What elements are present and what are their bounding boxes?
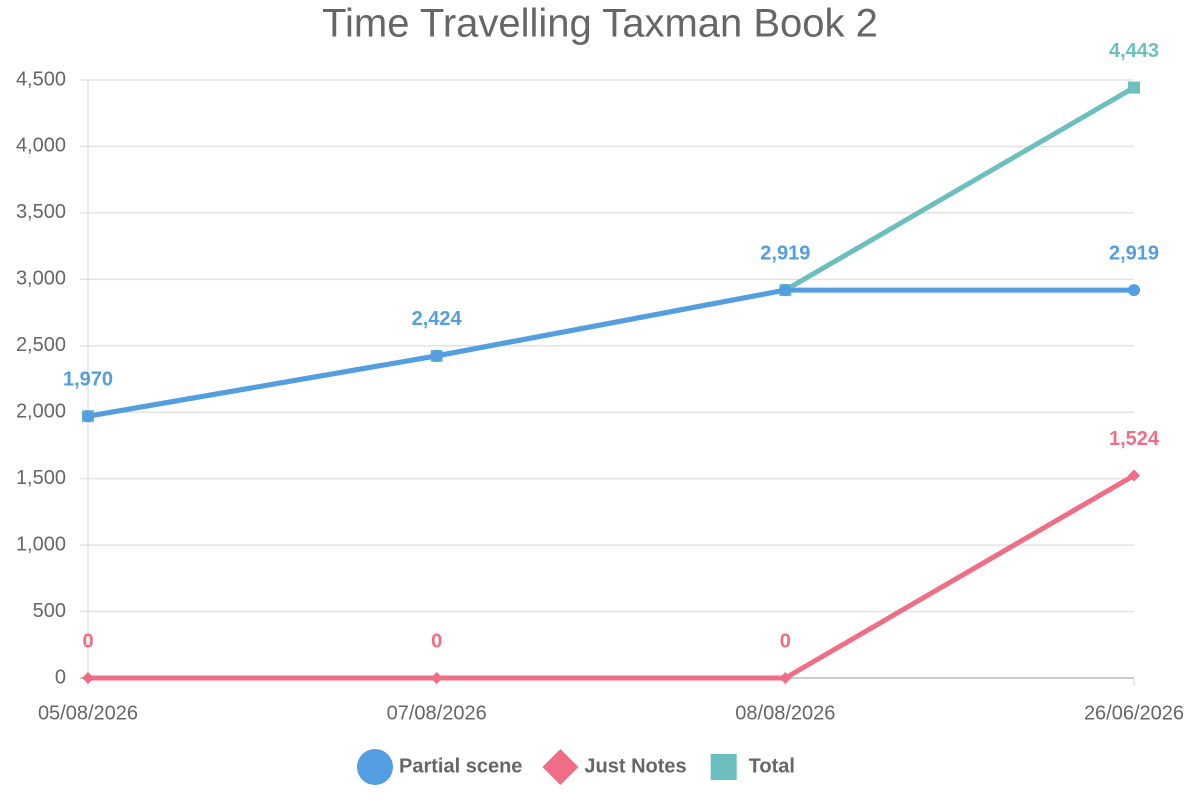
- y-tick-label: 3,500: [16, 201, 66, 223]
- legend-label: Partial scene: [399, 755, 522, 777]
- data-label: 4,443: [1109, 40, 1159, 62]
- point: [82, 410, 94, 423]
- chart-title: Time Travelling Taxman Book 2: [322, 2, 878, 46]
- y-tick-label: 500: [33, 600, 66, 622]
- point: [1128, 284, 1140, 297]
- point: [430, 349, 443, 362]
- y-tick-label: 4,000: [16, 135, 66, 157]
- series-line: [87, 287, 1134, 419]
- x-tick-label: 05/08/2026: [38, 702, 138, 724]
- data-label: 1,970: [63, 368, 113, 390]
- data-label: 2,919: [1109, 242, 1159, 264]
- series-line: [88, 473, 1136, 681]
- y-tick-label: 4,500: [16, 68, 66, 90]
- point: [779, 284, 792, 297]
- point: [1128, 469, 1140, 482]
- legend-marker: [542, 749, 579, 785]
- legend-marker: [357, 749, 393, 785]
- data-label: 0: [431, 630, 442, 652]
- point: [82, 672, 94, 684]
- x-tick-label: 07/08/2026: [387, 702, 487, 724]
- x-tick-label: 08/08/2026: [735, 702, 835, 724]
- y-tick-label: 1,000: [16, 533, 66, 555]
- legend-label: Total: [749, 755, 795, 777]
- y-tick-label: 0: [55, 666, 66, 688]
- legend-label: Just Notes: [584, 755, 686, 777]
- y-tick-label: 2,500: [16, 334, 66, 356]
- y-tick-label: 3,000: [16, 268, 66, 290]
- data-label: 0: [82, 630, 93, 652]
- point: [1128, 81, 1140, 94]
- legend: Partial scene Just Notes Total: [357, 749, 795, 785]
- data-label: 2,919: [760, 242, 810, 264]
- data-label: 2,424: [412, 308, 463, 330]
- data-label: 0: [780, 630, 791, 652]
- data-label: 1,524: [1109, 428, 1160, 450]
- legend-marker: [710, 754, 737, 780]
- y-tick-label: 2,000: [16, 401, 66, 423]
- x-tick-label: 26/06/2026: [1084, 702, 1184, 724]
- point: [430, 672, 443, 684]
- point: [779, 672, 792, 684]
- series-line: [87, 85, 1136, 419]
- y-tick-label: 1,500: [16, 467, 66, 489]
